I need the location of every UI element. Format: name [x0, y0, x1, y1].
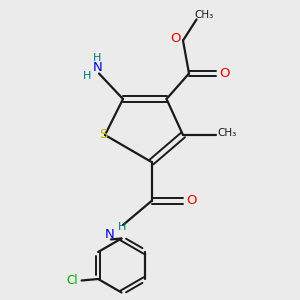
Text: O: O — [219, 67, 230, 80]
Text: O: O — [170, 32, 181, 45]
Text: S: S — [99, 128, 108, 142]
Text: Cl: Cl — [66, 274, 77, 287]
Text: O: O — [186, 194, 197, 208]
Text: N: N — [93, 61, 102, 74]
Text: N: N — [105, 227, 114, 241]
Text: CH₃: CH₃ — [194, 10, 214, 20]
Text: CH₃: CH₃ — [218, 128, 237, 139]
Text: H: H — [93, 53, 102, 64]
Text: H: H — [118, 222, 127, 233]
Text: H: H — [83, 70, 91, 81]
